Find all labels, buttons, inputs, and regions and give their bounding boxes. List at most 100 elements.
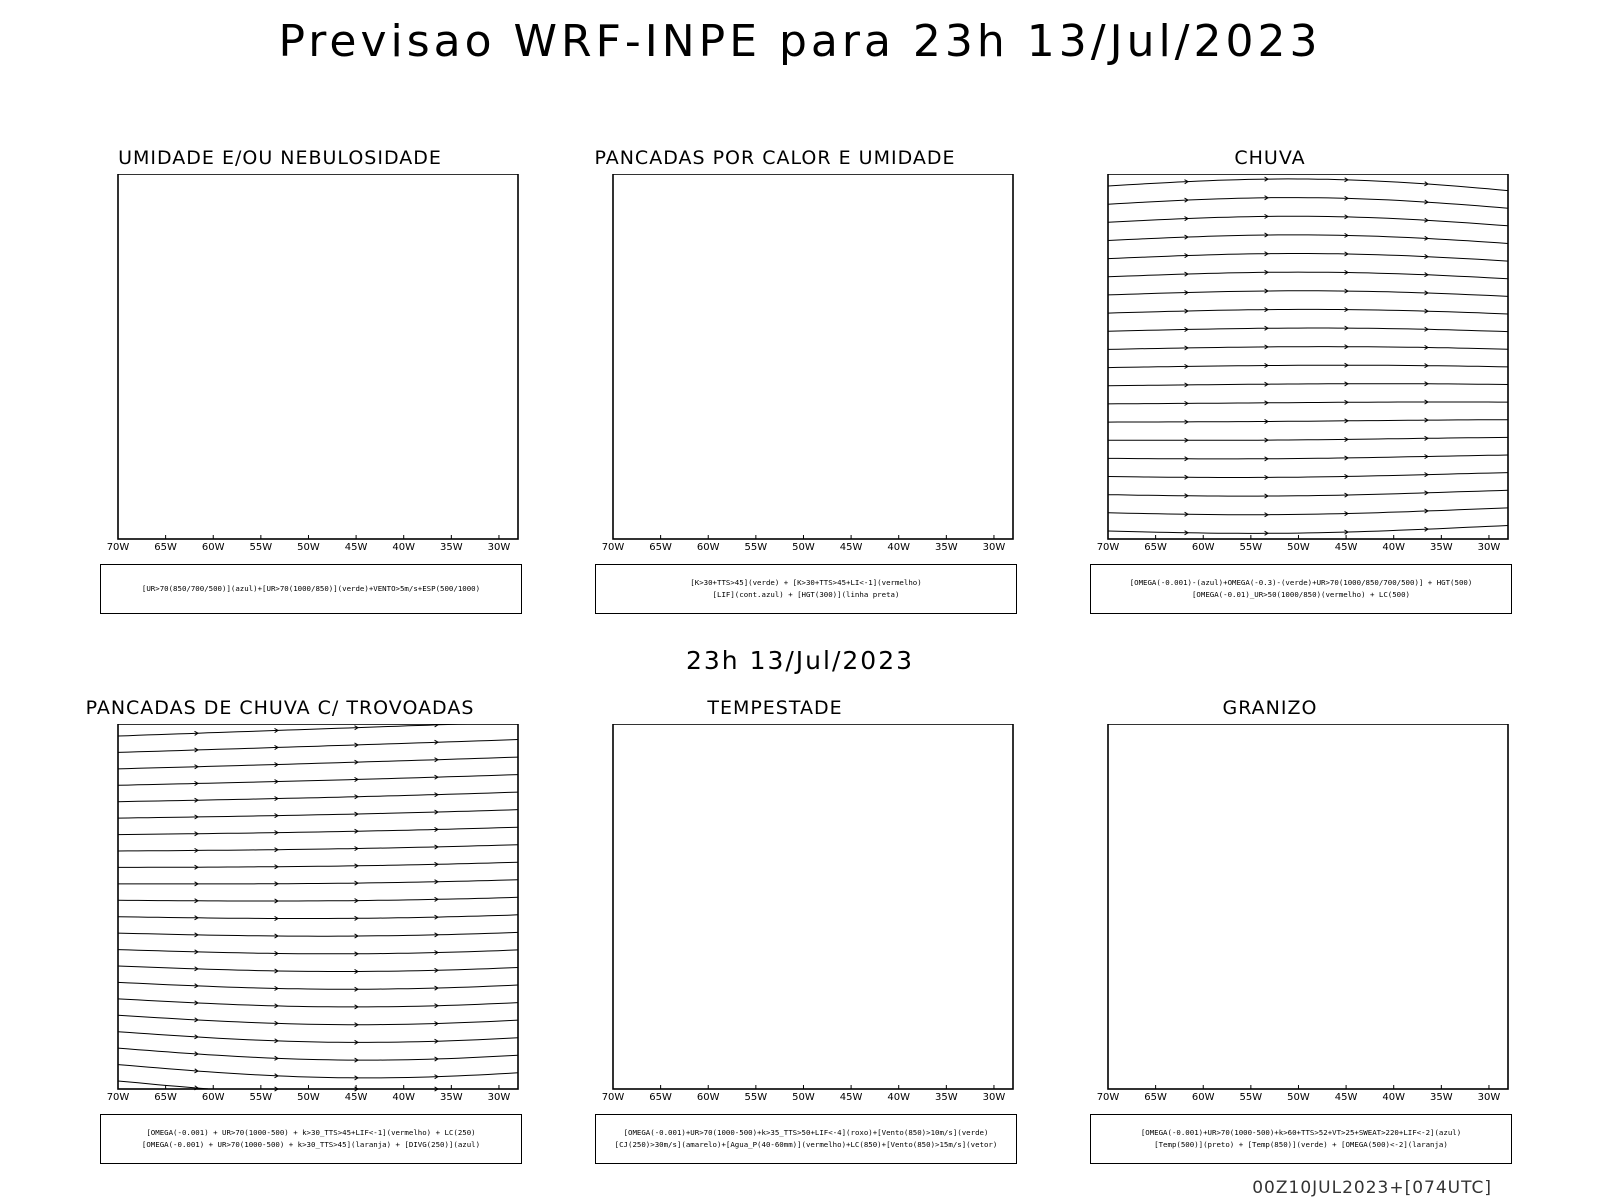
streamline-arrowhead	[1264, 493, 1269, 499]
streamline-arrowhead	[194, 1000, 199, 1006]
legend-line-2: [CJ(250)>30m/s](amarelo)+[Agua_P(40-60mm…	[614, 1140, 998, 1149]
streamline-arrowhead	[1344, 381, 1349, 387]
streamline-arrowhead	[434, 879, 439, 885]
streamline-arrowhead	[1184, 345, 1189, 351]
legend-line-2: [OMEGA(-0.001) + UR>70(1000-500) + k>30_…	[141, 1140, 481, 1149]
streamline-arrowhead	[354, 794, 359, 800]
streamline-arrowhead	[434, 985, 439, 991]
streamline-arrowhead	[1184, 456, 1189, 462]
streamline-arrowhead	[194, 966, 199, 972]
streamline-arrowhead	[1184, 290, 1189, 296]
streamline-arrowhead	[354, 1022, 359, 1028]
legend-line-1: [OMEGA(-0.001)+UR>70(1000-500)+k>35_TTS>…	[623, 1128, 989, 1137]
streamline	[117, 1031, 519, 1043]
streamline-arrowhead	[1184, 308, 1189, 314]
streamline-arrowhead	[194, 932, 199, 938]
x-tick-label: 70W	[602, 542, 625, 553]
plot-frame	[1107, 174, 1509, 540]
streamline	[1107, 346, 1509, 350]
streamline-arrowhead	[1264, 251, 1269, 257]
x-tick-label: 30W	[983, 1092, 1006, 1103]
streamline-arrowhead	[274, 1020, 279, 1026]
streamline	[1107, 472, 1509, 478]
streamline	[117, 981, 519, 990]
legend-line-1: [OMEGA(-0.001)-(azul)+OMEGA(-0.3)-(verde…	[1129, 578, 1473, 587]
x-tick-label: 70W	[107, 542, 130, 553]
streamline-arrowhead	[1344, 344, 1349, 350]
x-tick-label: 55W	[1240, 1092, 1263, 1103]
streamline-arrowhead	[1264, 419, 1269, 425]
streamline-arrowhead	[1424, 308, 1429, 314]
x-tick-label: 70W	[1097, 1092, 1120, 1103]
streamline-arrowhead	[1344, 492, 1349, 498]
streamline-arrowhead	[354, 863, 359, 869]
streamline-arrowhead	[1424, 272, 1429, 278]
panel-legend: [UR>70(850/700/500)](azul)+[UR>70(1000/8…	[100, 564, 522, 614]
x-tick-label: 70W	[1097, 542, 1120, 553]
x-tick-label: 50W	[297, 542, 320, 553]
streamline-arrowhead	[1184, 271, 1189, 277]
streamline-arrowhead	[434, 1056, 439, 1062]
panel-legend: [K>30+TTS>45](verde) + [K>30+TTS>45+LI<-…	[595, 564, 1017, 614]
streamline-arrowhead	[1184, 363, 1189, 369]
streamline-arrowhead	[1184, 511, 1189, 517]
streamline-arrowhead	[1184, 419, 1189, 425]
streamline-arrowhead	[1264, 437, 1269, 443]
streamline-arrowhead	[434, 792, 439, 798]
streamline-arrowhead	[1264, 307, 1269, 313]
streamline-arrowhead	[274, 985, 279, 991]
streamline-arrowhead	[194, 864, 199, 870]
streamline-arrowhead	[274, 728, 279, 734]
streamline	[117, 965, 519, 972]
x-tick-label: 40W	[887, 542, 910, 553]
streamline	[118, 861, 519, 868]
streamline	[117, 949, 519, 955]
streamline-arrowhead	[194, 1051, 199, 1057]
x-tick-label: 50W	[792, 1092, 815, 1103]
map-umidade: 1012101610161020102410121008101657657056…	[107, 174, 519, 553]
axis-ticks: 70W65W60W55W50W45W40W35W30W12S15S18S21S2…	[602, 535, 1005, 553]
streamline-arrowhead	[1344, 177, 1349, 183]
streamline-arrowhead	[1184, 382, 1189, 388]
x-tick-label: 40W	[1382, 1092, 1405, 1103]
streamlines	[1107, 176, 1509, 536]
streamline-arrowhead	[194, 983, 199, 989]
streamline	[1107, 419, 1509, 423]
x-tick-label: 45W	[345, 1092, 368, 1103]
streamline-arrowhead	[434, 861, 439, 867]
legend-line-1: [OMEGA(-0.001)+UR>70(1000-500)+k>60+TTS>…	[1140, 1128, 1462, 1137]
streamline-arrowhead	[434, 757, 439, 763]
streamline-arrowhead	[274, 779, 279, 785]
streamline-arrowhead	[274, 968, 279, 974]
streamline	[1107, 525, 1509, 534]
streamline-arrowhead	[1424, 344, 1429, 350]
streamline	[1107, 271, 1509, 280]
map-granizo: -12-15-18-21-24-27121518212470W65W60W55W…	[1097, 724, 1509, 1103]
x-tick-label: 60W	[202, 542, 225, 553]
x-tick-label: 45W	[840, 1092, 863, 1103]
streamline-arrowhead	[354, 846, 359, 852]
panel-title: UMIDADE E/OU NEBULOSIDADE	[118, 147, 442, 169]
streamline-arrowhead	[1264, 232, 1269, 238]
streamline-arrowhead	[1264, 195, 1269, 201]
streamline-arrowhead	[194, 881, 199, 887]
x-tick-label: 35W	[440, 1092, 463, 1103]
streamline-arrowhead	[434, 739, 439, 745]
streamline-arrowhead	[1424, 181, 1429, 187]
map-trovoadas: 70W65W60W55W50W45W40W35W30W12S15S18S21S2…	[107, 724, 519, 1103]
streamline-arrowhead	[1424, 399, 1429, 405]
streamline-arrowhead	[1344, 529, 1349, 535]
x-tick-label: 55W	[250, 1092, 273, 1103]
x-tick-label: 55W	[1240, 542, 1263, 553]
streamline-arrowhead	[1184, 530, 1189, 536]
streamline-arrowhead	[1184, 179, 1189, 185]
x-tick-label: 70W	[107, 1092, 130, 1103]
streamline-arrowhead	[1184, 437, 1189, 443]
streamline-arrowhead	[1184, 493, 1189, 499]
plot-frame	[612, 174, 1014, 540]
streamline-arrowhead	[274, 950, 279, 956]
streamline-arrowhead	[1424, 435, 1429, 441]
streamline	[1107, 178, 1509, 192]
panel-legend: [OMEGA(-0.001) + UR>70(1000-500) + k>30_…	[100, 1114, 522, 1164]
x-tick-label: 55W	[745, 1092, 768, 1103]
